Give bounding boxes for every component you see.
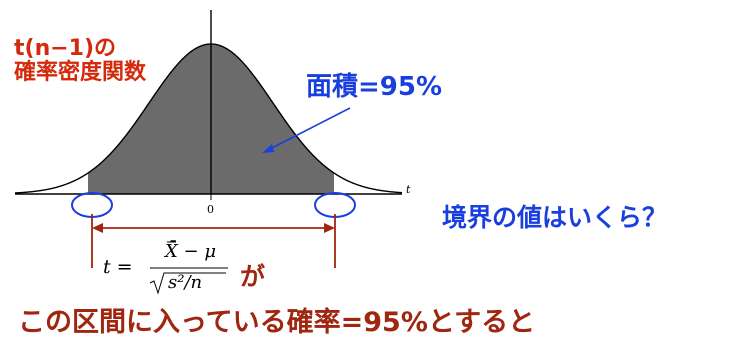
ga-particle: が	[240, 262, 266, 291]
interval-arrowhead-right	[324, 223, 335, 233]
density-curve	[14, 43, 403, 194]
distribution-label-line1: t(n−1)の	[14, 36, 117, 61]
formula-lhs: t =	[103, 256, 133, 278]
boundary-question: 境界の値はいくら？	[442, 203, 668, 232]
sqrt-sign	[149, 272, 226, 295]
formula-numerator: X̄ − μ	[165, 241, 217, 262]
area-label: 面積=95%	[306, 72, 443, 102]
area-pointer-arrow	[267, 107, 351, 151]
distribution-label-line2: 確率密度関数	[14, 60, 147, 85]
area-pointer-arrowhead	[262, 144, 274, 153]
formula-denominator: s²/n	[168, 272, 203, 293]
distribution-label: t(n−1)の 確率密度関数	[14, 37, 146, 85]
bottom-caption: この区間に入っている確率=95%とすると	[18, 307, 536, 338]
right-boundary-circle	[314, 192, 356, 218]
zero-tick-label: 0	[207, 203, 214, 216]
left-boundary-circle	[71, 192, 113, 218]
interval-arrowhead-left	[92, 223, 103, 233]
x-axis-variable: t	[406, 183, 411, 196]
